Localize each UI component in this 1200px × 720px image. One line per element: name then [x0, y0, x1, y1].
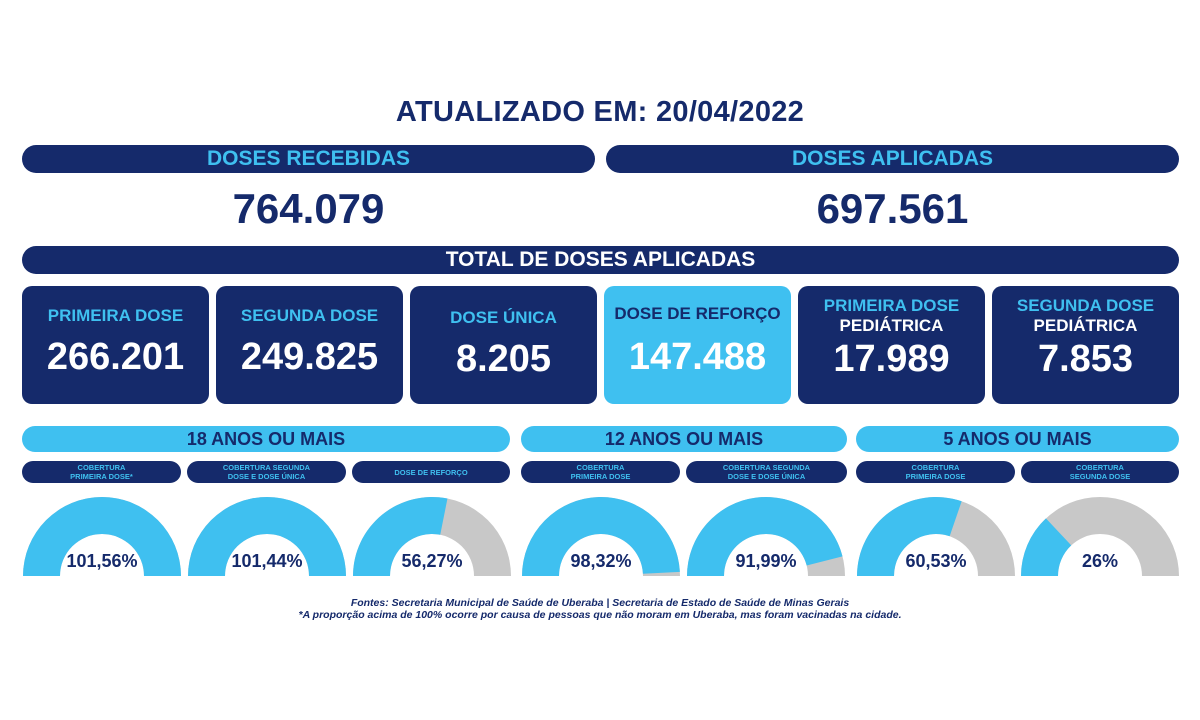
gauge-value-3: 98,32%: [570, 551, 632, 571]
page-title: ATUALIZADO EM: 20/04/2022: [395, 96, 805, 128]
gauge-0: [23, 497, 181, 576]
gauge-4: [687, 497, 845, 576]
gauge-value-4: 91,99%: [735, 551, 797, 571]
card-value: 147.488: [628, 336, 767, 378]
gauge-fill: [1021, 518, 1072, 576]
card-segunda-dose: SEGUNDA DOSE 249.825: [216, 286, 403, 404]
gauge-fill: [522, 497, 680, 576]
card-value: 7.853: [1037, 338, 1134, 380]
gauge-value-5: 60,53%: [905, 551, 967, 571]
subpill-2: DOSE DE REFORÇO: [352, 461, 510, 483]
card-label: SEGUNDA DOSE: [240, 306, 379, 325]
gauge-5: [857, 497, 1015, 576]
subpill-4: COBERTURA SEGUNDA DOSE E DOSE ÚNICA: [686, 461, 847, 483]
card-value: 249.825: [240, 336, 379, 378]
gauge-fill: [23, 497, 181, 576]
gauge-fill: [353, 497, 448, 576]
card-value: 266.201: [46, 336, 185, 378]
subpill-1: COBERTURA SEGUNDA DOSE E DOSE ÚNICA: [187, 461, 346, 483]
subpill-3: COBERTURA PRIMEIRA DOSE: [521, 461, 680, 483]
card-dose-reforco: DOSE DE REFORÇO 147.488: [604, 286, 791, 404]
card-label: DOSE DE REFORÇO: [614, 304, 781, 323]
subpill-6: COBERTURA SEGUNDA DOSE: [1021, 461, 1179, 483]
total-doses-bar: TOTAL DE DOSES APLICADAS: [22, 246, 1179, 274]
gauge-fill: [687, 497, 843, 576]
card-label: PRIMEIRA DOSE: [47, 306, 184, 325]
card-segunda-dose-pediatrica: SEGUNDA DOSE PEDIÁTRICA 7.853: [992, 286, 1179, 404]
card-dose-unica: DOSE ÚNICA 8.205: [410, 286, 597, 404]
card-sublabel: PEDIÁTRICA: [1033, 316, 1138, 335]
gauge-2: [353, 497, 511, 576]
group-12-anos: 12 ANOS OU MAIS: [521, 426, 847, 452]
card-label: PRIMEIRA DOSE: [823, 296, 960, 315]
card-primeira-dose: PRIMEIRA DOSE 266.201: [22, 286, 209, 404]
gauge-value-0: 101,56%: [66, 551, 138, 571]
group-5-anos: 5 ANOS OU MAIS: [856, 426, 1179, 452]
doses-aplicadas-label: DOSES APLICADAS: [606, 145, 1179, 173]
card-primeira-dose-pediatrica: PRIMEIRA DOSE PEDIÁTRICA 17.989: [798, 286, 985, 404]
subpill-0: COBERTURA PRIMEIRA DOSE*: [22, 461, 181, 483]
gauge-value-1: 101,44%: [231, 551, 303, 571]
group-18-anos: 18 ANOS OU MAIS: [22, 426, 510, 452]
card-label: SEGUNDA DOSE: [1016, 296, 1155, 315]
gauge-1: [188, 497, 346, 576]
card-sublabel: PEDIÁTRICA: [839, 316, 944, 335]
gauge-fill: [188, 497, 346, 576]
footer-sources: Fontes: Secretaria Municipal de Saúde de…: [350, 597, 850, 609]
gauge-3: [522, 497, 680, 576]
doses-recebidas-value: 764.079: [232, 185, 385, 232]
subpill-5: COBERTURA PRIMEIRA DOSE: [856, 461, 1015, 483]
card-label: DOSE ÚNICA: [450, 308, 557, 327]
footer-note: *A proporção acima de 100% ocorre por ca…: [298, 609, 902, 621]
doses-aplicadas-value: 697.561: [816, 185, 969, 232]
gauge-6: [1021, 497, 1179, 576]
card-value: 17.989: [833, 338, 950, 380]
gauge-value-6: 26%: [1081, 551, 1119, 571]
doses-recebidas-label: DOSES RECEBIDAS: [22, 145, 595, 173]
card-value: 8.205: [455, 338, 552, 380]
gauge-value-2: 56,27%: [401, 551, 463, 571]
gauge-fill: [857, 497, 962, 576]
